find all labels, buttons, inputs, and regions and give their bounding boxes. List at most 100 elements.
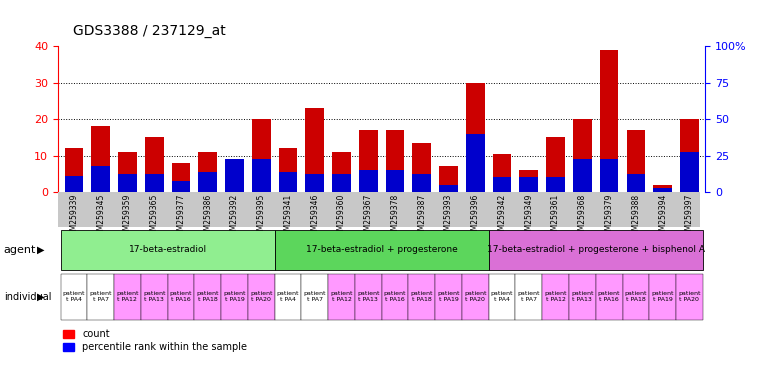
- Bar: [60, 273, 87, 319]
- Text: GSM259339: GSM259339: [69, 194, 79, 240]
- Bar: [622, 273, 649, 319]
- Bar: [466, 134, 485, 192]
- Text: GSM259393: GSM259393: [444, 194, 453, 240]
- Legend: count, percentile rank within the sample: count, percentile rank within the sample: [62, 329, 247, 352]
- Bar: [118, 152, 136, 192]
- Bar: [546, 137, 565, 192]
- Bar: [87, 273, 114, 319]
- Text: GSM259396: GSM259396: [471, 194, 480, 240]
- Bar: [653, 189, 672, 192]
- Text: patient
t PA12: patient t PA12: [330, 291, 353, 302]
- Bar: [493, 177, 511, 192]
- Text: agent: agent: [4, 245, 36, 255]
- Bar: [627, 130, 645, 192]
- Text: patient
t PA20: patient t PA20: [464, 291, 487, 302]
- Bar: [305, 108, 324, 192]
- Bar: [221, 273, 247, 319]
- Bar: [225, 159, 244, 192]
- Bar: [489, 230, 703, 270]
- Text: GSM259365: GSM259365: [150, 194, 159, 240]
- Bar: [382, 273, 409, 319]
- Bar: [573, 159, 591, 192]
- Bar: [172, 181, 190, 192]
- Text: patient
t PA16: patient t PA16: [170, 291, 192, 302]
- Bar: [60, 230, 274, 270]
- Text: GSM259377: GSM259377: [177, 194, 186, 240]
- Bar: [145, 174, 163, 192]
- Text: patient
t PA19: patient t PA19: [651, 291, 674, 302]
- Text: GSM259395: GSM259395: [257, 194, 266, 240]
- Bar: [198, 172, 217, 192]
- Text: 17-beta-estradiol: 17-beta-estradiol: [129, 245, 207, 255]
- Text: patient
t PA16: patient t PA16: [384, 291, 406, 302]
- Bar: [542, 273, 569, 319]
- Text: GSM259346: GSM259346: [310, 194, 319, 240]
- Bar: [600, 50, 618, 192]
- Bar: [569, 273, 596, 319]
- Bar: [91, 167, 110, 192]
- Bar: [91, 126, 110, 192]
- Bar: [386, 130, 405, 192]
- Text: GSM259341: GSM259341: [284, 194, 292, 240]
- Text: GSM259387: GSM259387: [417, 194, 426, 240]
- Text: GSM259361: GSM259361: [551, 194, 560, 240]
- Text: patient
t PA19: patient t PA19: [223, 291, 246, 302]
- Text: GSM259349: GSM259349: [524, 194, 534, 240]
- Text: GSM259360: GSM259360: [337, 194, 346, 240]
- Bar: [65, 175, 83, 192]
- Text: ▶: ▶: [37, 245, 45, 255]
- Text: GSM259388: GSM259388: [631, 194, 641, 240]
- Bar: [386, 170, 405, 192]
- Bar: [141, 273, 167, 319]
- Bar: [409, 273, 435, 319]
- Bar: [627, 174, 645, 192]
- Bar: [225, 161, 244, 192]
- Text: patient
t PA13: patient t PA13: [143, 291, 166, 302]
- Text: GSM259378: GSM259378: [391, 194, 399, 240]
- Bar: [520, 177, 538, 192]
- Bar: [278, 172, 298, 192]
- Bar: [332, 174, 351, 192]
- Bar: [247, 273, 274, 319]
- Bar: [114, 273, 141, 319]
- Bar: [462, 273, 489, 319]
- Bar: [301, 273, 328, 319]
- Bar: [653, 185, 672, 192]
- Text: patient
t PA18: patient t PA18: [197, 291, 219, 302]
- Text: GSM259342: GSM259342: [497, 194, 507, 240]
- Bar: [489, 273, 516, 319]
- Bar: [466, 83, 485, 192]
- Text: GSM259359: GSM259359: [123, 194, 132, 240]
- Bar: [680, 119, 699, 192]
- Text: patient
t PA20: patient t PA20: [250, 291, 272, 302]
- Bar: [435, 273, 462, 319]
- Bar: [194, 273, 221, 319]
- Bar: [278, 148, 298, 192]
- Bar: [676, 273, 703, 319]
- Bar: [198, 152, 217, 192]
- Bar: [305, 174, 324, 192]
- Bar: [167, 273, 194, 319]
- Bar: [412, 143, 431, 192]
- Bar: [252, 159, 271, 192]
- Text: GSM259379: GSM259379: [604, 194, 614, 240]
- Bar: [274, 230, 489, 270]
- Bar: [649, 273, 676, 319]
- Text: GSM259394: GSM259394: [658, 194, 667, 240]
- Bar: [145, 137, 163, 192]
- Bar: [252, 119, 271, 192]
- Bar: [118, 174, 136, 192]
- Text: GSM259345: GSM259345: [96, 194, 105, 240]
- Text: patient
t PA16: patient t PA16: [598, 291, 621, 302]
- Text: patient
t PA7: patient t PA7: [517, 291, 540, 302]
- Bar: [516, 273, 542, 319]
- Text: GSM259397: GSM259397: [685, 194, 694, 240]
- Text: 17-beta-estradiol + progesterone: 17-beta-estradiol + progesterone: [306, 245, 457, 255]
- Text: GDS3388 / 237129_at: GDS3388 / 237129_at: [73, 25, 226, 38]
- Text: GSM259368: GSM259368: [577, 194, 587, 240]
- Text: 17-beta-estradiol + progesterone + bisphenol A: 17-beta-estradiol + progesterone + bisph…: [487, 245, 705, 255]
- Bar: [359, 130, 378, 192]
- Text: patient
t PA7: patient t PA7: [304, 291, 326, 302]
- Text: patient
t PA4: patient t PA4: [277, 291, 299, 302]
- Bar: [172, 163, 190, 192]
